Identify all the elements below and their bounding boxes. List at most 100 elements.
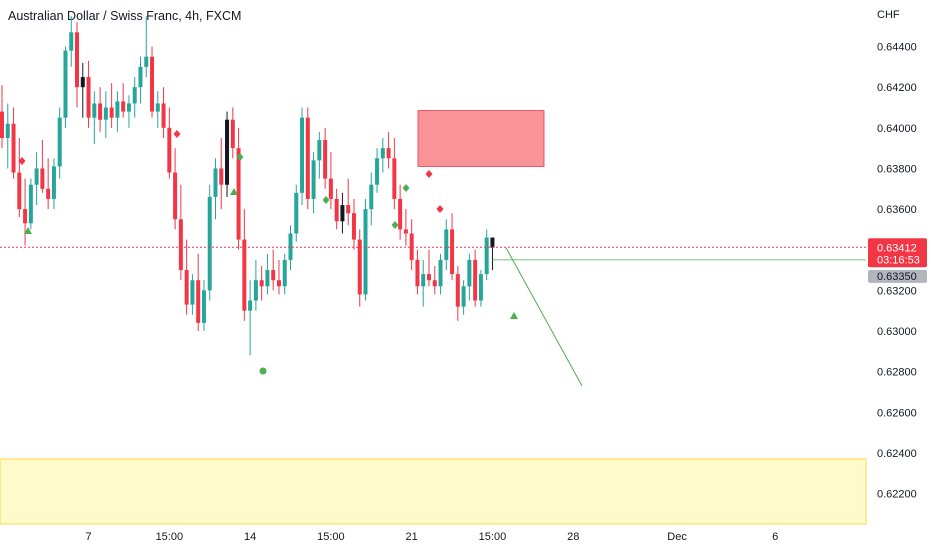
buy-signal-icon [510, 312, 518, 319]
chart-title: Australian Dollar / Swiss Franc, 4h, FXC… [8, 9, 242, 23]
candle-body [236, 148, 241, 240]
candle-body [276, 280, 281, 287]
price-tick-label: 0.64200 [877, 82, 917, 94]
candle-body [346, 205, 351, 214]
candle-body [51, 166, 56, 199]
candle-body [86, 77, 91, 118]
candle-body [351, 213, 356, 240]
time-tick-label: 15:00 [156, 531, 184, 543]
candle-body [265, 270, 270, 287]
candle-body [438, 259, 443, 287]
price-tick-label: 0.62600 [877, 407, 917, 419]
candle-body [173, 172, 178, 220]
candle-body [225, 119, 230, 185]
candle-body [242, 239, 247, 311]
candle-body [490, 237, 495, 248]
candle-body [369, 184, 374, 210]
candle-body [196, 280, 201, 323]
candle-body [421, 274, 426, 287]
signal-diamond-icon [425, 170, 433, 178]
candle-body [144, 56, 149, 67]
candle-body [63, 50, 68, 118]
time-tick-label: 21 [406, 531, 418, 543]
candle-body [207, 196, 212, 291]
signal-diamond-icon [173, 130, 181, 138]
demand-zone[interactable] [0, 458, 867, 525]
candle-body [115, 101, 120, 118]
candle-body [363, 209, 368, 295]
time-tick-label: 28 [567, 531, 579, 543]
candle-body [75, 32, 80, 88]
candle-body [213, 168, 218, 197]
candle-body [432, 280, 437, 287]
candle-body [271, 270, 276, 281]
time-tick-label: 15:00 [317, 531, 345, 543]
candle-body [167, 127, 172, 173]
candle-body [403, 229, 408, 234]
candle-body [375, 158, 380, 185]
candle-body [317, 140, 322, 161]
candle-body [230, 119, 235, 149]
candle-body [5, 123, 10, 138]
candle-body [103, 107, 108, 120]
price-tick-label: 0.64400 [877, 42, 917, 54]
candle-body [126, 103, 131, 112]
price-tick-label: 0.63000 [877, 326, 917, 338]
candle-body [478, 274, 483, 301]
candle-body [300, 117, 305, 193]
candle-body [201, 290, 206, 323]
signal-diamond-icon [236, 153, 244, 161]
candle-body [248, 300, 253, 311]
time-tick-label: Dec [667, 531, 687, 543]
candle-body [328, 178, 333, 199]
price-tick-label: 0.63800 [877, 163, 917, 175]
supply-zone[interactable] [417, 110, 545, 167]
candle-body [40, 168, 45, 189]
candle-body [155, 103, 160, 112]
candle-body [484, 237, 489, 275]
candle-body [34, 168, 39, 185]
candle-body [409, 233, 414, 260]
candle-body [150, 56, 155, 112]
pivot-dot-icon [259, 367, 267, 375]
candle-body [392, 158, 397, 199]
time-tick-label: 6 [772, 531, 778, 543]
candle-body [57, 117, 62, 167]
candle-body [17, 172, 22, 210]
candle-body [178, 219, 183, 271]
candle-body [426, 274, 431, 281]
candle-countdown: 03:16:53 [877, 254, 920, 266]
candle-body [334, 198, 339, 222]
candle-body [398, 198, 403, 230]
price-axis: 0.64400 0.64200 0.64000 0.63800 0.63600 0.634… [877, 42, 917, 501]
candle-body [132, 87, 137, 104]
candle-body [69, 32, 74, 51]
level-price-tag: 0.63350 [868, 269, 927, 283]
candle-body [98, 103, 103, 120]
projection-arrow[interactable] [505, 247, 583, 387]
current-price-tag: 0.63412 03:16:53 [868, 238, 927, 268]
candle-body [294, 192, 299, 234]
candle-body [0, 111, 4, 138]
candle-body [444, 229, 449, 260]
candle-body [28, 184, 33, 224]
candle-body [219, 168, 224, 185]
candle-body [92, 103, 97, 118]
buy-signal-icon [24, 227, 32, 234]
signal-markers [18, 130, 518, 375]
signal-diamond-icon [391, 221, 399, 229]
candle-body [467, 259, 472, 287]
candle-body [455, 274, 460, 307]
signal-diamond-icon [322, 196, 330, 204]
candle-body [450, 229, 455, 275]
candle-body [253, 280, 258, 301]
candle-body [357, 239, 362, 295]
currency-label: CHF [877, 9, 900, 21]
candle-body [311, 160, 316, 199]
time-tick-label: 15:00 [479, 531, 507, 543]
candle-body [11, 123, 16, 173]
price-tick-label: 0.62400 [877, 448, 917, 460]
candle-body [80, 77, 85, 88]
candle-body [282, 259, 287, 287]
